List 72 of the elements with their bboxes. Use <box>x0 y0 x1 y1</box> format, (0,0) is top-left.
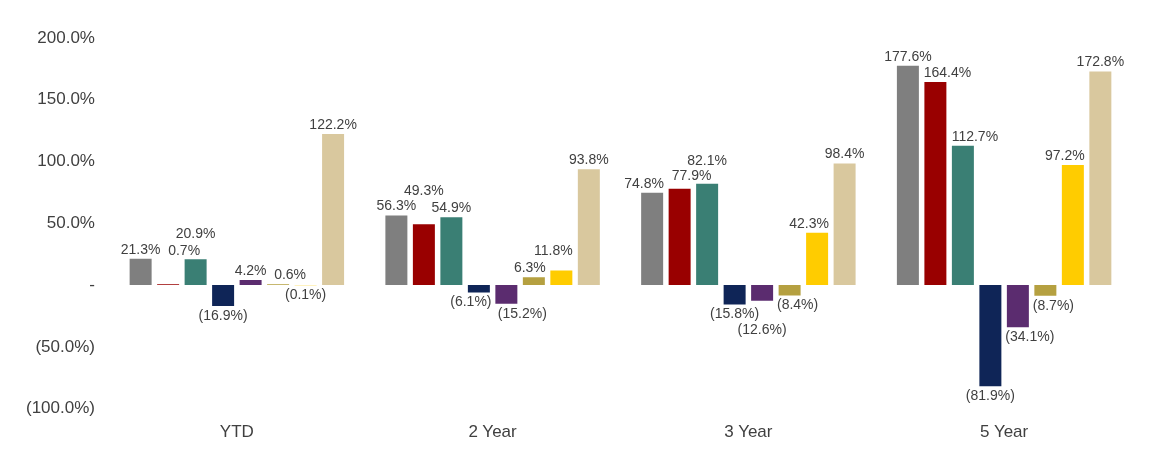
bar <box>385 215 408 286</box>
data-label: 172.8% <box>1076 53 1125 70</box>
data-label: (0.1%) <box>284 286 327 303</box>
data-label: 82.1% <box>687 151 727 168</box>
bar <box>550 270 573 286</box>
bar <box>778 285 801 296</box>
bar <box>1061 164 1084 286</box>
bar <box>212 285 235 306</box>
data-label: (15.8%) <box>710 305 760 322</box>
data-label: (8.4%) <box>776 296 819 313</box>
bar <box>668 188 691 286</box>
data-label: 4.2% <box>234 261 267 278</box>
data-label: (34.1%) <box>1005 328 1055 345</box>
bar <box>1089 71 1112 286</box>
bar <box>322 134 345 286</box>
bar <box>1006 285 1029 328</box>
data-label: 98.4% <box>824 145 865 162</box>
bar <box>951 145 974 286</box>
bar <box>522 277 545 286</box>
data-label: 54.9% <box>431 199 472 216</box>
data-label: (16.9%) <box>198 306 248 323</box>
bar <box>495 285 518 304</box>
data-label: (81.9%) <box>965 387 1015 404</box>
bar <box>577 169 600 286</box>
y-tick-label: - <box>89 274 95 294</box>
data-label: 56.3% <box>376 197 417 214</box>
data-label: 21.3% <box>120 240 161 257</box>
bar <box>723 285 746 305</box>
data-label: 97.2% <box>1045 146 1085 163</box>
data-label: 74.8% <box>624 174 664 191</box>
y-tick-label: 100.0% <box>37 151 95 171</box>
data-label: 112.7% <box>951 127 999 144</box>
data-label: 0.6% <box>274 266 307 283</box>
bar <box>1034 285 1057 296</box>
data-label: 6.3% <box>513 259 546 276</box>
bar <box>440 217 463 286</box>
bar <box>696 183 719 286</box>
bar <box>239 279 262 286</box>
data-label: 93.8% <box>568 151 609 168</box>
bar <box>412 224 435 286</box>
data-label: (15.2%) <box>497 304 547 321</box>
data-label: 122.2% <box>309 115 357 132</box>
y-tick-label: (100.0%) <box>26 398 95 418</box>
data-label: 20.9% <box>175 225 216 242</box>
bar <box>833 163 856 286</box>
bar <box>806 232 829 286</box>
x-tick-label: 3 Year <box>724 422 773 442</box>
bar <box>979 285 1002 387</box>
data-label: (8.7%) <box>1032 296 1074 313</box>
x-tick-label: 5 Year <box>980 422 1029 442</box>
bar <box>896 65 919 286</box>
data-label: (6.1%) <box>450 293 492 310</box>
data-label: 42.3% <box>789 214 829 231</box>
data-label: 11.8% <box>534 242 573 259</box>
data-label: 49.3% <box>404 182 444 199</box>
bar <box>641 192 664 286</box>
data-label: (12.6%) <box>737 321 787 338</box>
data-label: 0.7% <box>168 242 201 259</box>
y-tick-label: 200.0% <box>37 27 95 47</box>
data-label: 177.6% <box>884 47 932 64</box>
x-tick-label: YTD <box>219 422 254 442</box>
data-label: 164.4% <box>923 63 972 80</box>
bar <box>129 258 152 286</box>
y-tick-label: 50.0% <box>46 212 95 232</box>
x-tick-label: 2 Year <box>468 422 518 442</box>
bar <box>467 285 490 293</box>
bar <box>751 285 774 301</box>
y-tick-label: 150.0% <box>37 89 95 109</box>
data-label: 77.9% <box>671 166 712 183</box>
y-tick-label: (50.0%) <box>35 336 95 356</box>
bar <box>184 259 207 286</box>
bar <box>924 81 947 286</box>
